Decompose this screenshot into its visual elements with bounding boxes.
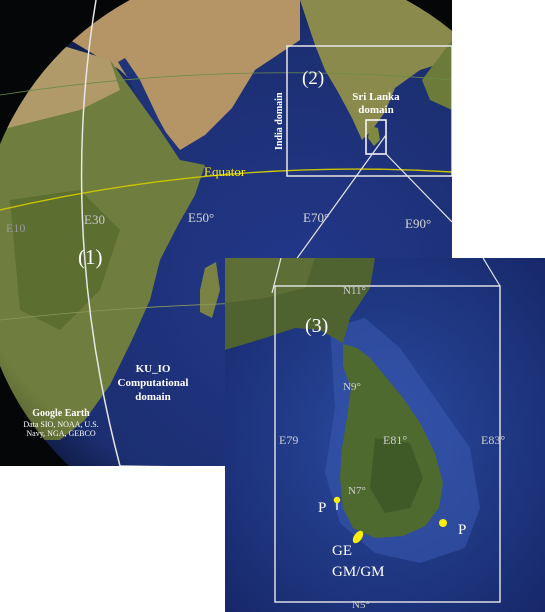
- domain-1-tag: (1): [78, 245, 103, 269]
- latitude-label: N9°: [343, 381, 361, 393]
- longitude-label: E83°: [481, 433, 505, 447]
- longitude-label: E70°: [303, 210, 329, 225]
- latitude-label: N7°: [348, 485, 366, 497]
- latitude-label: N5°: [352, 599, 370, 611]
- station-label-south: GM/GM: [332, 564, 385, 580]
- credit-sources: Data SIO, NOAA, U.S.: [4, 420, 118, 429]
- domain-2-tag: (2): [302, 68, 324, 89]
- station-marker-east: [439, 519, 447, 527]
- equator-label: Equator: [204, 164, 246, 179]
- sri-lanka-inset-map: (3) N11° N9° N7° N5° E79 E81° E83° P P G…: [225, 258, 545, 612]
- sri-lanka-domain-label: Sri Lanka: [352, 91, 400, 103]
- station-label-west: P: [318, 500, 326, 516]
- computational-domain-label: KU_IO: [136, 363, 171, 375]
- longitude-label: E10: [6, 221, 25, 235]
- domain-3-tag: (3): [305, 315, 328, 337]
- longitude-label: E90°: [405, 216, 431, 231]
- sri-lanka-domain-label: domain: [358, 104, 393, 116]
- longitude-label: E81°: [383, 433, 407, 447]
- computational-domain-label: domain: [135, 391, 170, 403]
- india-domain-label: India domain: [274, 92, 285, 150]
- google-earth-credit: Google Earth Data SIO, NOAA, U.S. Navy, …: [4, 408, 118, 438]
- credit-brand: Google Earth: [4, 408, 118, 420]
- station-label-east: P: [458, 522, 466, 538]
- credit-sources: Navy, NGA, GEBCO: [4, 429, 118, 438]
- station-label-south: GE: [332, 543, 352, 559]
- longitude-label: E30: [84, 212, 105, 227]
- longitude-label: E79: [279, 433, 298, 447]
- latitude-label: N11°: [343, 285, 366, 297]
- longitude-label: E50°: [188, 210, 214, 225]
- sri-lanka-map: (3) N11° N9° N7° N5° E79 E81° E83° P P G…: [225, 258, 545, 612]
- computational-domain-label: Computational: [118, 377, 189, 389]
